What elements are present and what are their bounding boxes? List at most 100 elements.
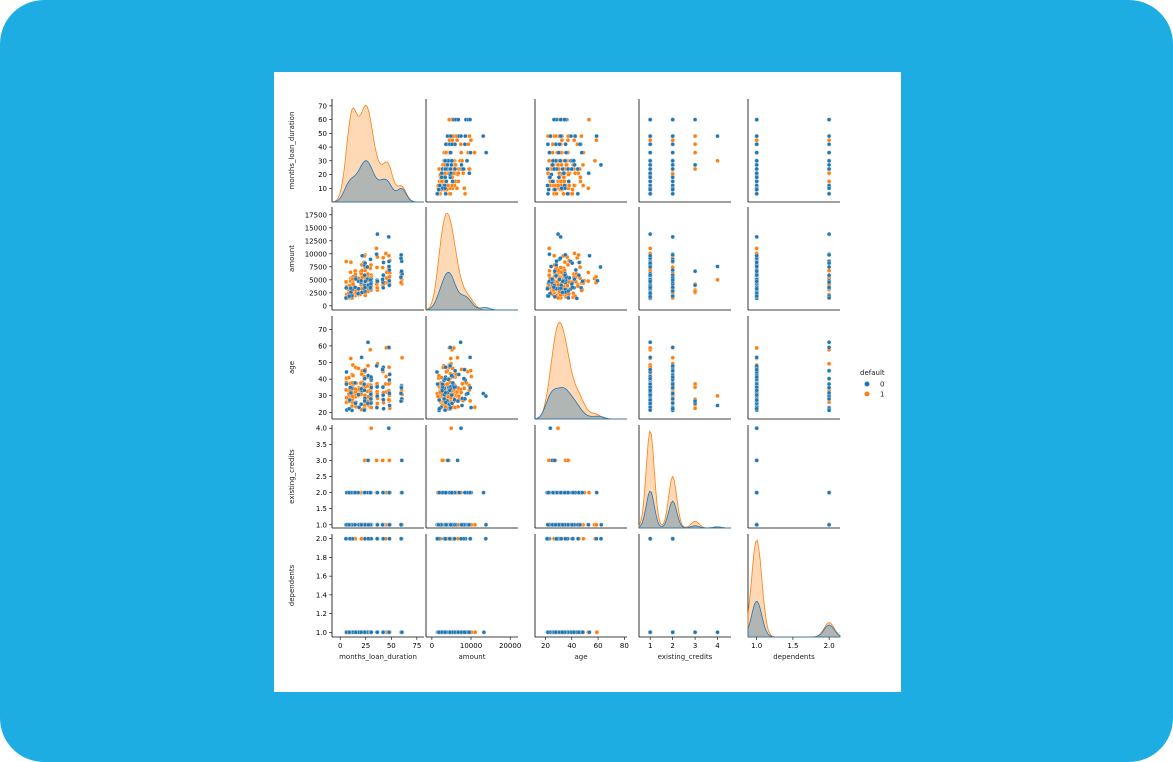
scatter-point bbox=[467, 171, 472, 176]
scatter-point bbox=[754, 367, 759, 372]
scatter-point bbox=[572, 138, 577, 143]
scatter-point bbox=[368, 347, 373, 352]
scatter-point bbox=[468, 398, 473, 404]
scatter-point bbox=[565, 166, 571, 172]
panel-amount-vs-dependents bbox=[747, 207, 840, 311]
scatter-point bbox=[560, 630, 565, 635]
scatter-point bbox=[348, 260, 354, 265]
scatter-point bbox=[344, 285, 349, 291]
y-tick-label: 1.5 bbox=[316, 505, 327, 513]
scatter-point bbox=[368, 400, 374, 406]
scatter-point bbox=[754, 293, 759, 299]
y-tick-label: 40 bbox=[318, 144, 327, 152]
scatter-point bbox=[349, 403, 355, 409]
scatter-point bbox=[670, 259, 675, 264]
y-tick-label: 20 bbox=[318, 409, 327, 417]
scatter-point bbox=[398, 522, 404, 527]
scatter-point bbox=[360, 253, 365, 258]
scatter-point bbox=[368, 396, 373, 402]
scatter-point bbox=[358, 278, 364, 283]
pairplot-figure: 10 20 30 40 50 60 70 months_loan_duration 0 2500 5… bbox=[274, 72, 901, 692]
scatter-point bbox=[826, 280, 832, 285]
scatter-point bbox=[715, 403, 720, 408]
scatter-point bbox=[368, 392, 373, 397]
scatter-point bbox=[399, 536, 404, 541]
scatter-point bbox=[670, 355, 675, 360]
scatter-point bbox=[566, 172, 571, 177]
scatter-point bbox=[443, 376, 448, 382]
scatter-point bbox=[754, 363, 759, 369]
scatter-point bbox=[462, 367, 467, 372]
scatter-point bbox=[754, 166, 759, 172]
scatter-point bbox=[443, 365, 448, 370]
scatter-point bbox=[557, 142, 562, 147]
scatter-point bbox=[362, 382, 367, 387]
scatter-point bbox=[562, 272, 568, 278]
scatter-point bbox=[648, 246, 653, 251]
scatter-point bbox=[826, 142, 832, 147]
scatter-point bbox=[692, 381, 698, 387]
scatter-point bbox=[559, 536, 564, 541]
scatter-point bbox=[447, 388, 452, 393]
scatter-point bbox=[754, 234, 759, 240]
scatter-point bbox=[648, 536, 653, 541]
scatter-point bbox=[648, 376, 653, 381]
scatter-point bbox=[462, 142, 468, 147]
scatter-point bbox=[467, 117, 473, 122]
scatter-point bbox=[670, 536, 675, 541]
scatter-point bbox=[459, 162, 464, 168]
scatter-point bbox=[586, 270, 591, 275]
scatter-point bbox=[380, 277, 385, 282]
scatter-point bbox=[570, 285, 575, 290]
y-tick-label: 60 bbox=[318, 116, 327, 124]
scatter-point bbox=[826, 231, 832, 237]
scatter-point bbox=[457, 490, 462, 495]
scatter-point bbox=[359, 536, 364, 541]
scatter-point bbox=[347, 630, 352, 635]
scatter-point bbox=[670, 252, 675, 258]
scatter-point bbox=[692, 282, 698, 288]
scatter-point bbox=[555, 231, 561, 237]
scatter-point bbox=[472, 150, 477, 155]
scatter-point bbox=[369, 630, 374, 635]
scatter-point bbox=[594, 630, 599, 635]
scatter-point bbox=[551, 285, 556, 290]
scatter-point bbox=[440, 458, 445, 463]
scatter-point bbox=[754, 171, 759, 176]
scatter-point bbox=[365, 340, 371, 345]
scatter-point bbox=[399, 490, 405, 495]
scatter-point bbox=[347, 536, 353, 541]
panel-age-vs-amount bbox=[425, 316, 518, 420]
scatter-point bbox=[670, 162, 675, 168]
scatter-point bbox=[459, 403, 465, 408]
scatter-point bbox=[670, 158, 675, 163]
scatter-point bbox=[554, 191, 559, 196]
scatter-point bbox=[562, 179, 567, 184]
scatter-point bbox=[387, 377, 392, 383]
scatter-point bbox=[826, 117, 832, 122]
scatter-point bbox=[567, 183, 572, 188]
scatter-point bbox=[586, 117, 592, 122]
scatter-point bbox=[577, 260, 582, 265]
scatter-point bbox=[553, 133, 558, 139]
scatter-point bbox=[754, 150, 759, 155]
scatter-point bbox=[648, 397, 653, 403]
scatter-point bbox=[648, 191, 653, 196]
scatter-point bbox=[347, 293, 352, 299]
scatter-point bbox=[468, 150, 473, 155]
scatter-point bbox=[586, 278, 591, 284]
scatter-point bbox=[387, 278, 392, 283]
kde-dependents-series-0 bbox=[747, 600, 841, 638]
scatter-point bbox=[435, 381, 440, 387]
scatter-point bbox=[553, 522, 558, 527]
scatter-point bbox=[692, 269, 698, 274]
scatter-point bbox=[399, 269, 404, 274]
scatter-point bbox=[436, 187, 441, 192]
scatter-point bbox=[570, 191, 575, 196]
scatter-point bbox=[826, 264, 832, 270]
y-tick-label: 2.0 bbox=[316, 489, 327, 497]
kde-amount-series-0 bbox=[425, 271, 518, 311]
scatter-point bbox=[374, 252, 379, 257]
scatter-point bbox=[578, 179, 583, 184]
panel-amount-vs-existing_credits bbox=[638, 207, 731, 311]
